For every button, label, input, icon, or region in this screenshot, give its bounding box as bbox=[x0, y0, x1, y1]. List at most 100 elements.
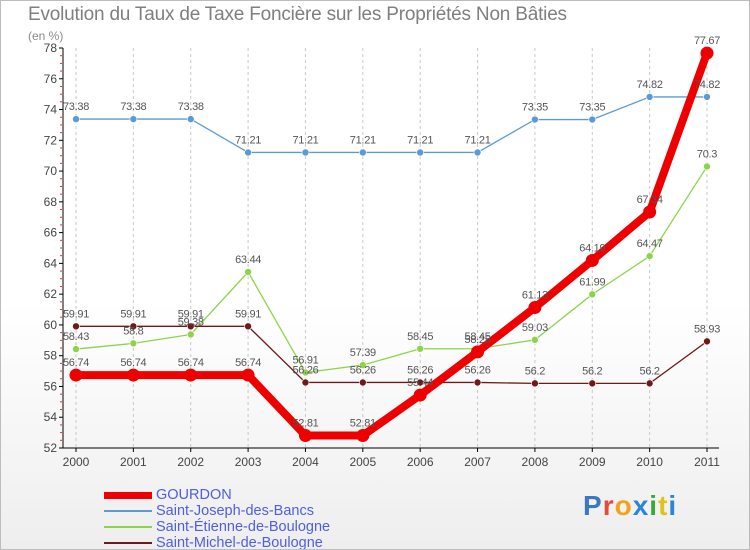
data-label: 56.2 bbox=[582, 365, 602, 377]
data-label: 77.67 bbox=[694, 35, 720, 47]
data-point bbox=[700, 46, 714, 60]
legend: GOURDON Saint-Joseph-des-Bancs Saint-Étien… bbox=[104, 487, 330, 550]
data-point bbox=[72, 115, 80, 123]
brand-logo: Proxiti bbox=[583, 490, 677, 522]
data-point bbox=[703, 337, 711, 346]
data-label: 73.38 bbox=[63, 101, 89, 113]
data-point bbox=[129, 322, 138, 331]
y-tick-label: 78 bbox=[44, 41, 58, 55]
data-label: 63.44 bbox=[235, 254, 261, 266]
y-tick-label: 58 bbox=[44, 349, 58, 363]
data-label: 56.74 bbox=[120, 357, 146, 369]
data-label: 56.74 bbox=[235, 357, 261, 369]
data-label: 56.2 bbox=[640, 365, 660, 377]
x-tick-label: 2000 bbox=[63, 455, 90, 469]
data-label: 56.26 bbox=[292, 364, 318, 376]
data-point bbox=[129, 339, 138, 348]
data-point bbox=[301, 148, 310, 157]
y-tick-label: 72 bbox=[44, 133, 58, 147]
y-tick-label: 76 bbox=[44, 72, 58, 86]
data-point bbox=[585, 253, 599, 267]
data-label: 58.45 bbox=[407, 331, 433, 343]
series-layer bbox=[69, 46, 714, 443]
data-label: 73.35 bbox=[579, 102, 605, 114]
data-point bbox=[416, 378, 424, 387]
data-point bbox=[359, 361, 367, 369]
data-point bbox=[471, 345, 485, 359]
axes-layer: 52 54 56 58 60 62 64 66 68 70 72 74 76 78 2000 2001 2002… bbox=[44, 41, 721, 469]
data-point bbox=[531, 115, 539, 124]
data-label: 56.26 bbox=[465, 364, 491, 376]
data-point bbox=[703, 162, 711, 171]
y-tick-label: 64 bbox=[44, 256, 58, 270]
legend-label: Saint-Michel-de-Boulogne bbox=[156, 535, 323, 550]
legend-item: Saint-Joseph-des-Bancs bbox=[104, 503, 330, 519]
data-point bbox=[244, 322, 252, 331]
data-label: 73.38 bbox=[178, 101, 204, 113]
data-label: 59.91 bbox=[235, 308, 261, 320]
legend-swatch bbox=[104, 526, 152, 528]
brand-letter: x bbox=[632, 490, 650, 521]
brand-letter: r bbox=[602, 490, 615, 521]
data-point bbox=[359, 148, 367, 157]
data-label: 56.74 bbox=[63, 357, 89, 369]
legend-item: Saint-Michel-de-Boulogne bbox=[104, 535, 330, 550]
x-tick-label: 2010 bbox=[636, 455, 663, 469]
data-label: 56.74 bbox=[178, 357, 204, 369]
data-point bbox=[416, 344, 424, 353]
data-label: 59.03 bbox=[522, 322, 548, 334]
data-label: 71.21 bbox=[350, 134, 376, 146]
x-tick-label: 2006 bbox=[407, 455, 434, 469]
data-label: 55.44 bbox=[407, 377, 433, 389]
brand-letter: t bbox=[658, 490, 669, 521]
data-point bbox=[356, 429, 370, 443]
data-point bbox=[359, 378, 367, 387]
data-point bbox=[473, 378, 482, 387]
data-label: 74.82 bbox=[694, 79, 720, 91]
data-label: 64.19 bbox=[579, 242, 605, 254]
data-point bbox=[126, 368, 140, 382]
y-tick-label: 56 bbox=[44, 379, 58, 393]
data-label: 52.81 bbox=[292, 418, 318, 430]
data-point bbox=[588, 115, 597, 124]
data-point bbox=[413, 388, 427, 402]
legend-label: Saint-Joseph-des-Bancs bbox=[156, 503, 314, 519]
data-label: 59.91 bbox=[178, 308, 204, 320]
data-label: 58.93 bbox=[694, 323, 720, 335]
data-point bbox=[645, 379, 654, 388]
data-label: 67.34 bbox=[637, 194, 663, 206]
data-point bbox=[244, 148, 252, 157]
series-line-0 bbox=[72, 49, 711, 440]
grid-layer bbox=[75, 48, 708, 448]
legend-swatch bbox=[104, 510, 152, 512]
data-point bbox=[69, 368, 83, 382]
x-tick-label: 2008 bbox=[522, 455, 549, 469]
legend-swatch bbox=[104, 542, 152, 544]
data-label: 64.47 bbox=[637, 238, 663, 250]
data-label: 52.81 bbox=[350, 418, 376, 430]
data-label: 61.13 bbox=[522, 290, 548, 302]
brand-letter: P bbox=[583, 490, 603, 521]
x-tick-label: 2003 bbox=[235, 455, 262, 469]
data-point bbox=[241, 368, 255, 382]
data-label: 59.38 bbox=[178, 316, 204, 328]
brand-letter: o bbox=[614, 490, 633, 521]
data-label: 56.2 bbox=[525, 365, 545, 377]
data-label: 57.39 bbox=[350, 347, 376, 359]
data-point bbox=[643, 205, 657, 219]
legend-label: GOURDON bbox=[156, 487, 232, 503]
x-tick-label: 2011 bbox=[694, 455, 720, 469]
data-point bbox=[186, 322, 195, 331]
data-label: 71.21 bbox=[292, 134, 318, 146]
data-point bbox=[528, 301, 542, 315]
data-point bbox=[588, 290, 597, 299]
legend-item: Saint-Étienne-de-Boulogne bbox=[104, 519, 330, 535]
x-tick-label: 2007 bbox=[464, 455, 491, 469]
y-tick-label: 54 bbox=[44, 410, 58, 424]
data-label: 59.91 bbox=[63, 308, 89, 320]
data-label: 56.91 bbox=[292, 354, 318, 366]
data-label: 58.8 bbox=[123, 325, 143, 337]
y-axis-unit: (en %) bbox=[28, 29, 64, 43]
data-point bbox=[72, 322, 80, 331]
x-tick-label: 2001 bbox=[120, 455, 147, 469]
